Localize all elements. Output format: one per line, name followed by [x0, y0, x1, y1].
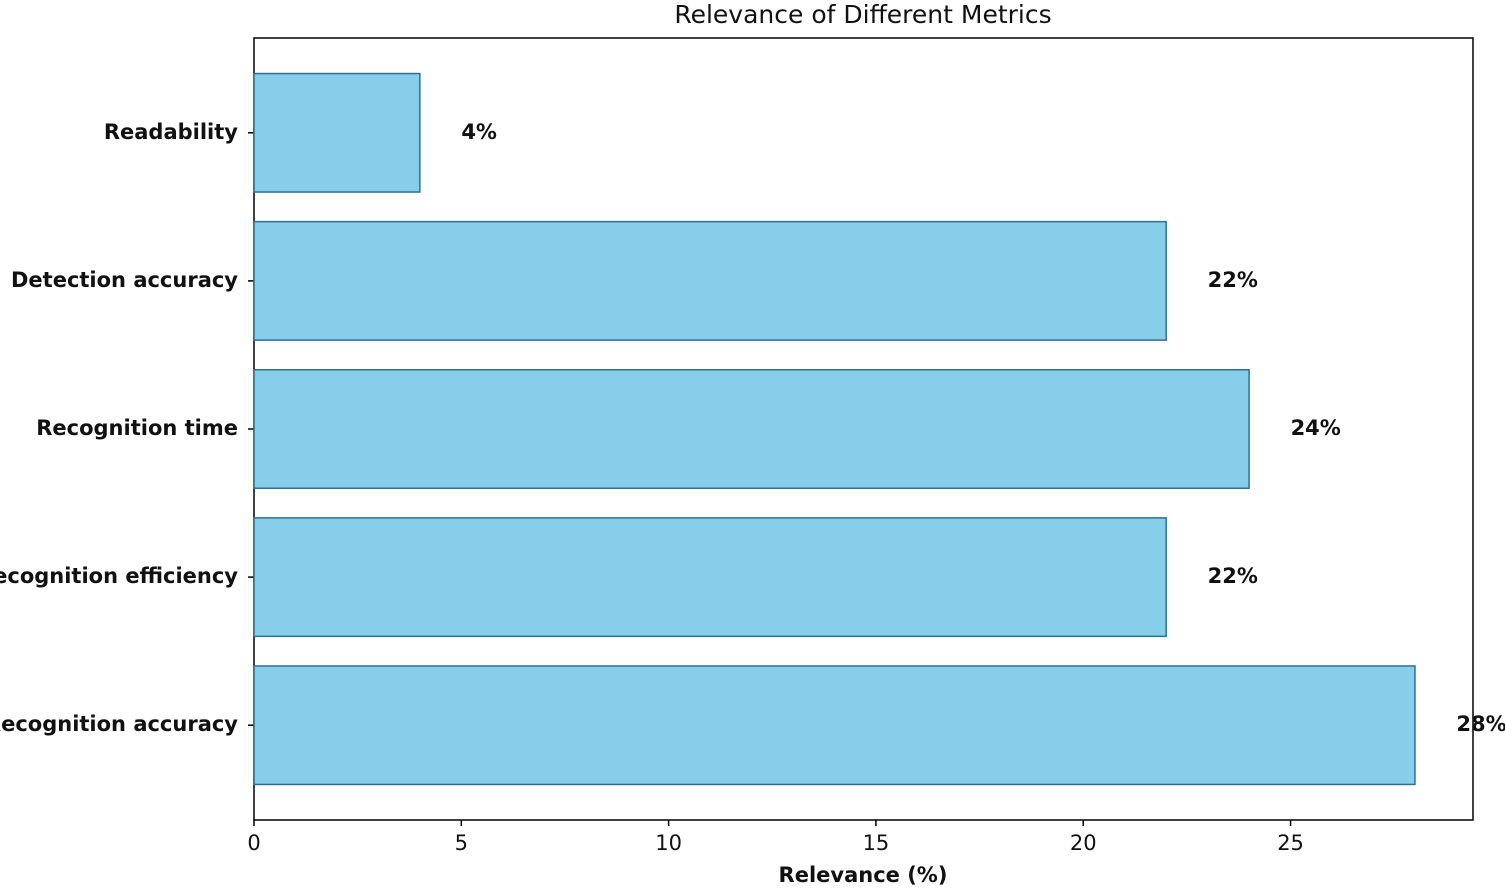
- value-label: 4%: [461, 120, 497, 144]
- x-axis-label: Relevance (%): [779, 863, 948, 887]
- x-tick-label: 0: [247, 831, 260, 855]
- bar: [253, 72, 421, 193]
- x-tick-label: 20: [1070, 831, 1097, 855]
- chart-title: Relevance of Different Metrics: [674, 0, 1051, 29]
- value-label: 22%: [1208, 268, 1258, 292]
- value-label: 28%: [1456, 712, 1505, 736]
- x-tick-label: 5: [455, 831, 468, 855]
- bar: [253, 517, 1167, 638]
- bar: [253, 220, 1167, 341]
- y-tick-label: Recognition efficiency: [0, 564, 238, 588]
- x-tick-label: 10: [655, 831, 682, 855]
- value-label: 24%: [1291, 416, 1341, 440]
- x-tick-label: 25: [1277, 831, 1304, 855]
- x-tick-label: 15: [863, 831, 890, 855]
- bar: [253, 665, 1416, 786]
- bar: [253, 369, 1250, 489]
- y-tick-label: Detection accuracy: [11, 268, 238, 292]
- y-tick-label: Readability: [104, 120, 238, 144]
- y-tick-label: Recognition time: [36, 416, 238, 440]
- y-tick-label: Recognition accuracy: [0, 712, 238, 736]
- value-label: 22%: [1208, 564, 1258, 588]
